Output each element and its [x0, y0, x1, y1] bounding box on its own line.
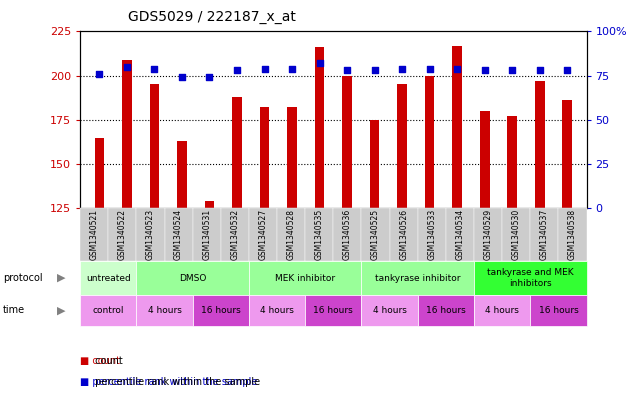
Text: tankyrase and MEK
inhibitors: tankyrase and MEK inhibitors	[487, 268, 574, 288]
Text: GSM1340534: GSM1340534	[455, 209, 465, 261]
Bar	[149, 84, 159, 393]
Text: GSM1340527: GSM1340527	[258, 209, 267, 261]
Point	[260, 65, 270, 72]
Text: 16 hours: 16 hours	[538, 306, 578, 315]
Text: GSM1340532: GSM1340532	[230, 209, 239, 261]
Point	[177, 74, 187, 81]
Text: 16 hours: 16 hours	[313, 306, 353, 315]
Text: GSM1340529: GSM1340529	[483, 209, 492, 261]
Text: GSM1340538: GSM1340538	[568, 209, 577, 261]
Point	[287, 65, 297, 72]
Point	[94, 71, 104, 77]
Bar	[397, 84, 407, 393]
Point	[149, 65, 160, 72]
Text: GSM1340535: GSM1340535	[315, 209, 324, 261]
Bar	[425, 75, 435, 393]
Text: ▶: ▶	[56, 305, 65, 316]
Bar	[480, 111, 490, 393]
Bar	[177, 141, 187, 393]
Bar	[204, 201, 214, 393]
Text: ■ count: ■ count	[80, 356, 120, 365]
Text: percentile rank within the sample: percentile rank within the sample	[92, 377, 260, 387]
Text: DMSO: DMSO	[179, 274, 206, 283]
Point	[342, 67, 352, 73]
Point	[562, 67, 572, 73]
Bar	[562, 101, 572, 393]
Bar	[508, 116, 517, 393]
Text: GSM1340524: GSM1340524	[174, 209, 183, 261]
Bar	[287, 107, 297, 393]
Text: 16 hours: 16 hours	[201, 306, 240, 315]
Text: tankyrase inhibitor: tankyrase inhibitor	[375, 274, 460, 283]
Point	[479, 67, 490, 73]
Bar	[342, 75, 352, 393]
Point	[424, 65, 435, 72]
Bar	[232, 97, 242, 393]
Bar	[260, 107, 269, 393]
Text: MEK inhibitor: MEK inhibitor	[275, 274, 335, 283]
Point	[452, 65, 462, 72]
Bar	[122, 60, 132, 393]
Text: 4 hours: 4 hours	[147, 306, 181, 315]
Text: count: count	[92, 356, 122, 365]
Text: GSM1340525: GSM1340525	[371, 209, 380, 261]
Point	[122, 64, 132, 70]
Text: GDS5029 / 222187_x_at: GDS5029 / 222187_x_at	[128, 10, 296, 24]
Bar	[535, 81, 545, 393]
Text: 4 hours: 4 hours	[485, 306, 519, 315]
Text: control: control	[92, 306, 124, 315]
Text: 4 hours: 4 hours	[260, 306, 294, 315]
Text: 16 hours: 16 hours	[426, 306, 466, 315]
Text: GSM1340536: GSM1340536	[343, 209, 352, 261]
Bar	[453, 46, 462, 393]
Point	[507, 67, 517, 73]
Point	[397, 65, 407, 72]
Text: GSM1340537: GSM1340537	[540, 209, 549, 261]
Text: GSM1340531: GSM1340531	[202, 209, 212, 261]
Text: ▶: ▶	[56, 273, 65, 283]
Text: untreated: untreated	[86, 274, 131, 283]
Point	[232, 67, 242, 73]
Point	[315, 60, 325, 66]
Text: GSM1340530: GSM1340530	[512, 209, 520, 261]
Text: GSM1340533: GSM1340533	[428, 209, 437, 261]
Text: protocol: protocol	[3, 273, 43, 283]
Bar	[370, 120, 379, 393]
Text: GSM1340526: GSM1340526	[399, 209, 408, 261]
Text: GSM1340521: GSM1340521	[90, 209, 99, 260]
Text: time: time	[3, 305, 26, 316]
Text: ■ percentile rank within the sample: ■ percentile rank within the sample	[80, 377, 258, 387]
Text: GSM1340523: GSM1340523	[146, 209, 155, 261]
Bar	[95, 138, 104, 393]
Point	[535, 67, 545, 73]
Point	[369, 67, 379, 73]
Text: GSM1340528: GSM1340528	[287, 209, 296, 260]
Point	[204, 74, 215, 81]
Text: 4 hours: 4 hours	[372, 306, 406, 315]
Bar	[315, 47, 324, 393]
Text: GSM1340522: GSM1340522	[118, 209, 127, 260]
